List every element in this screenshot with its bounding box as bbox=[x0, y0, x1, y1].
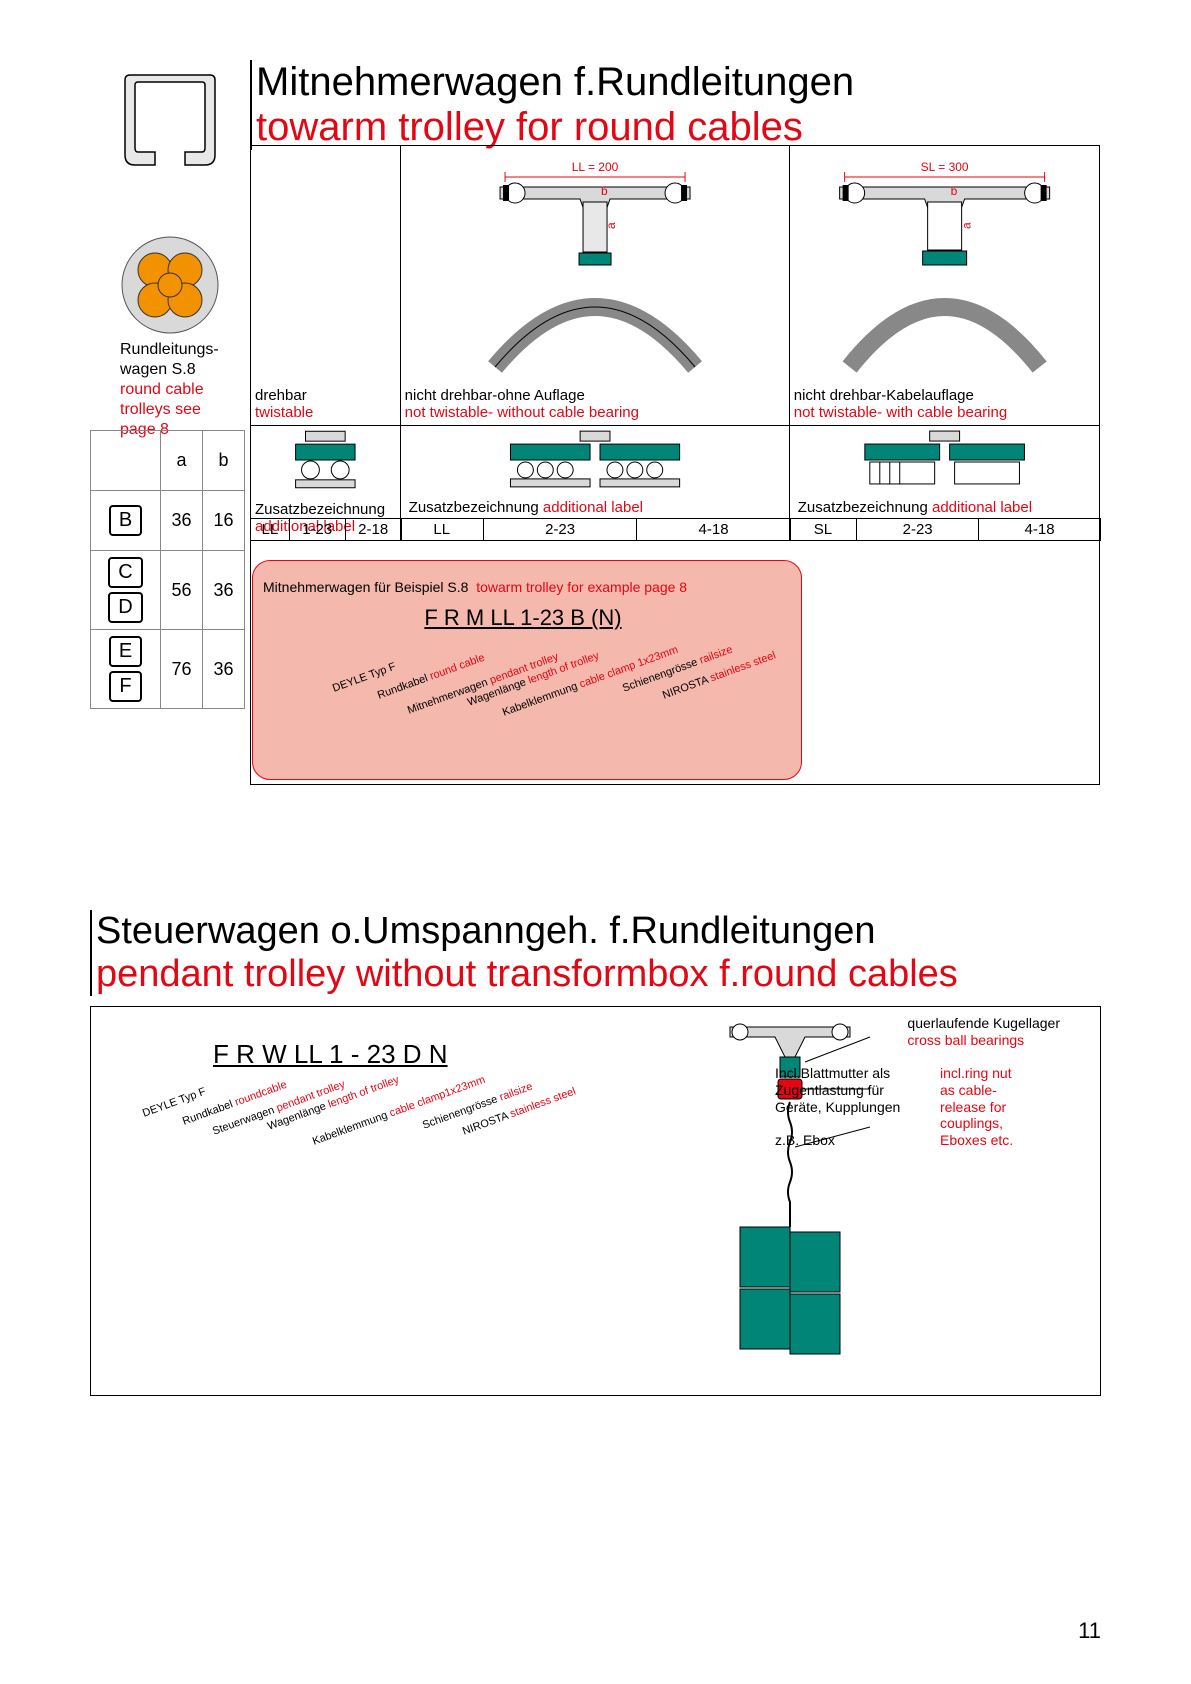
section-title-1: Mitnehmerwagen f.Rundleitungen towarm tr… bbox=[250, 60, 1101, 150]
bottom-diagram-box: F R W LL 1 - 23 D N DEYLE Typ F Rundkabe… bbox=[90, 1006, 1101, 1396]
svg-text:SL = 300: SL = 300 bbox=[920, 160, 968, 174]
svg-text:b: b bbox=[950, 184, 957, 198]
section-title-2: Steuerwagen o.Umspanngeh. f.Rundleitunge… bbox=[90, 910, 1101, 996]
trolley-ll-icon: LL = 200 b a bbox=[405, 157, 785, 387]
example-code: F R M LL 1-23 B (N) bbox=[323, 605, 723, 631]
svg-text:LL = 200: LL = 200 bbox=[571, 160, 618, 174]
annotation-ringnut-en: incl.ring nutas cable-release forcouplin… bbox=[940, 1065, 1040, 1149]
clamp-single-icon bbox=[251, 426, 400, 496]
clamp-double-icon bbox=[401, 426, 789, 496]
svg-text:a: a bbox=[604, 222, 618, 229]
left-caption: Rundleitungs- wagen S.8 round cable trol… bbox=[120, 340, 219, 440]
example-code-area: Mitnehmerwagen für Beispiel S.8 towarm t… bbox=[251, 541, 1099, 781]
rail-profile-icon bbox=[110, 60, 230, 180]
page-number: 11 bbox=[1078, 1618, 1101, 1644]
clamp-bearing-icon bbox=[790, 426, 1099, 496]
svg-text:a: a bbox=[959, 222, 973, 229]
table-row: B3616 bbox=[91, 491, 245, 551]
annotation-bearings: querlaufende Kugellagercross ball bearin… bbox=[907, 1015, 1060, 1049]
annotation-ringnut-de: Incl.Blattmutter alsZugentlastung fürGer… bbox=[775, 1065, 925, 1149]
cable-cross-section-icon bbox=[120, 235, 220, 335]
trolley-sl-icon: SL = 300 b a bbox=[794, 157, 1095, 387]
table-row: CD5636 bbox=[91, 551, 245, 630]
dimension-table: ab B3616 CD5636 EF7636 bbox=[90, 430, 245, 709]
main-diagram-box: drehbartwistable LL = 200 b a nicht dreh… bbox=[250, 145, 1100, 785]
svg-text:b: b bbox=[601, 184, 608, 198]
table-row: EF7636 bbox=[91, 630, 245, 709]
